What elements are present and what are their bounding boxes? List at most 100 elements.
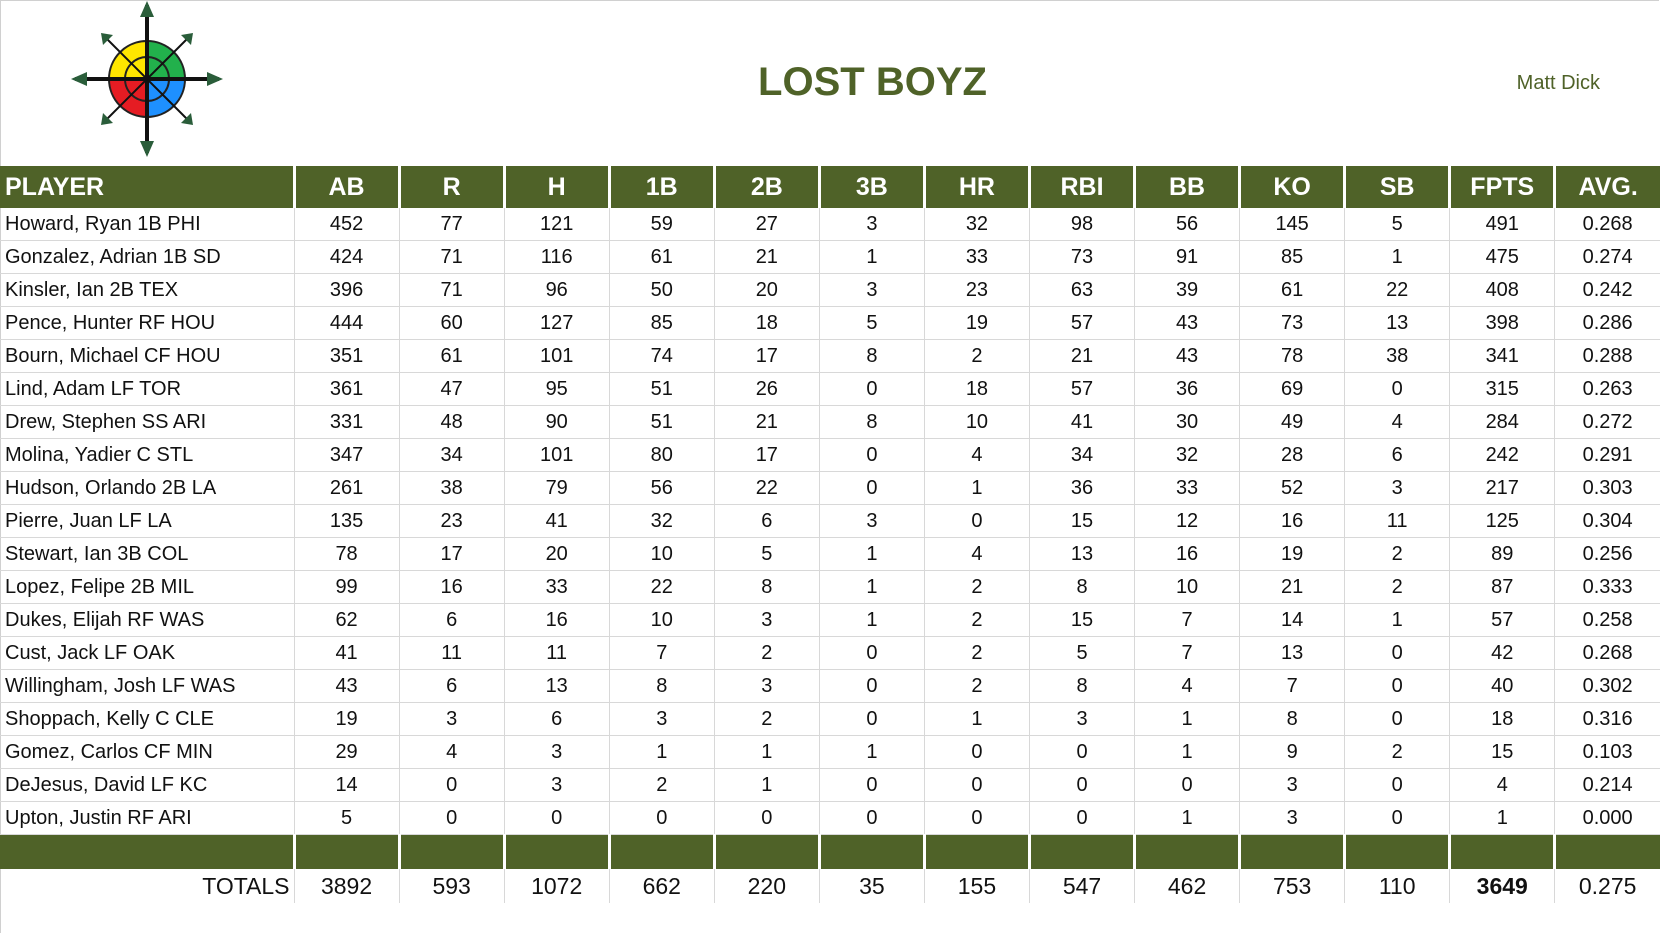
stat-cell: 4 [923,438,1030,472]
stat-cell: 6 [1344,438,1450,472]
stat-cell: 59 [608,208,715,241]
stat-cell: 16 [398,570,505,604]
stat-cell: 6 [503,702,610,736]
stat-cell: 145 [1239,208,1345,241]
column-header: H [502,166,610,208]
column-header: SB [1343,166,1450,208]
stat-cell: 20 [713,273,820,307]
player-name: Gonzalez, Adrian 1B SD [0,240,295,274]
stat-cell: 5 [713,537,820,571]
stat-cell: 28 [1239,438,1345,472]
player-row: Kinsler, Ian 2B TEX 396 71 96 50 20 3 23 63 39 61 2… [0,273,1660,307]
stat-cell: 23 [398,504,505,538]
stat-cell: 4 [1134,669,1240,703]
stat-cell: 347 [293,438,400,472]
stat-cell: 2 [923,339,1030,373]
stat-cell: 0.000 [1554,801,1660,835]
player-name: Drew, Stephen SS ARI [0,405,295,439]
player-row: Willingham, Josh LF WAS 43 6 13 8 3 0 2 8 4 7 0 40 0.… [0,669,1660,703]
stat-cell: 57 [1028,372,1135,406]
stat-cell: 0 [818,372,925,406]
total-cell: 3892 [293,869,400,903]
player-row: Stewart, Ian 3B COL 78 17 20 10 5 1 4 13 16 19 2 89 0… [0,537,1660,571]
column-header: FPTS [1448,166,1555,208]
stat-cell: 2 [1344,570,1450,604]
stat-cell: 1 [1344,603,1450,637]
stat-cell: 0.268 [1554,636,1660,670]
player-row: Lind, Adam LF TOR 361 47 95 51 26 0 18 57 36 69 0 31… [0,372,1660,406]
separator-cell [1448,834,1555,869]
stat-cell: 36 [1028,471,1135,505]
stat-cell: 0 [818,669,925,703]
stat-cell: 16 [503,603,610,637]
stat-cell: 8 [1028,570,1135,604]
stat-cell: 2 [923,603,1030,637]
stat-cell: 8 [1239,702,1345,736]
stat-cell: 22 [608,570,715,604]
logo [71,1,223,157]
stat-cell: 0.274 [1554,240,1660,274]
total-cell: 753 [1239,869,1345,903]
stat-cell: 19 [1239,537,1345,571]
stat-cell: 475 [1449,240,1555,274]
stat-cell: 51 [608,405,715,439]
stat-cell: 2 [713,636,820,670]
stat-cell: 32 [1134,438,1240,472]
stat-cell: 11 [503,636,610,670]
player-row: Shoppach, Kelly C CLE 19 3 6 3 2 0 1 3 1 8 0 18 0.316 [0,702,1660,736]
stat-cell: 0 [398,801,505,835]
stat-cell: 13 [1028,537,1135,571]
stat-cell: 0 [818,471,925,505]
separator-cell [1553,834,1660,869]
stat-cell: 3 [1344,471,1450,505]
stat-cell: 6 [398,603,505,637]
player-row: Howard, Ryan 1B PHI 452 77 121 59 27 3 32 98 56 14… [0,208,1660,241]
stat-cell: 0 [398,768,505,802]
player-name: Dukes, Elijah RF WAS [0,603,295,637]
stat-cell: 30 [1134,405,1240,439]
stat-cell: 3 [503,768,610,802]
player-name: Bourn, Michael CF HOU [0,339,295,373]
stat-cell: 0.291 [1554,438,1660,472]
stat-cell: 0.256 [1554,537,1660,571]
column-header: BB [1133,166,1240,208]
stat-cell: 47 [398,372,505,406]
stat-cell: 0.304 [1554,504,1660,538]
player-row: Molina, Yadier C STL 347 34 101 80 17 0 4 34 32 28… [0,438,1660,472]
stat-cell: 2 [713,702,820,736]
player-row: Pence, Hunter RF HOU 444 60 127 85 18 5 19 57 43 7… [0,306,1660,340]
stat-cell: 11 [1344,504,1450,538]
stat-cell: 10 [1134,570,1240,604]
player-row: DeJesus, David LF KC 14 0 3 2 1 0 0 0 0 3 0 4 0.214 [0,768,1660,802]
stat-cell: 0 [503,801,610,835]
stat-cell: 89 [1449,537,1555,571]
stat-cell: 0 [608,801,715,835]
stat-cell: 73 [1239,306,1345,340]
stat-cell: 32 [923,208,1030,241]
stat-cell: 6 [398,669,505,703]
player-row: Hudson, Orlando 2B LA 261 38 79 56 22 0 1 36 33 52… [0,471,1660,505]
separator-cell [0,834,295,869]
stat-cell: 21 [713,240,820,274]
totals-label: TOTALS [202,872,290,899]
separator-cell [1133,834,1240,869]
player-row: Upton, Justin RF ARI 5 0 0 0 0 0 0 0 1 3 0 1 0.000 [0,801,1660,835]
total-cell: 110 [1344,869,1450,903]
stat-cell: 69 [1239,372,1345,406]
stat-cell: 127 [503,306,610,340]
stat-cell: 90 [503,405,610,439]
stat-cell: 315 [1449,372,1555,406]
stat-cell: 444 [293,306,400,340]
stat-cell: 77 [398,208,505,241]
stat-cell: 80 [608,438,715,472]
stat-cell: 14 [293,768,400,802]
stat-cell: 61 [398,339,505,373]
stat-cell: 2 [923,669,1030,703]
column-header: KO [1238,166,1345,208]
stat-cell: 217 [1449,471,1555,505]
stat-cell: 13 [1344,306,1450,340]
stat-cell: 284 [1449,405,1555,439]
stats-table: PLAYER AB R H 1B 2B 3B HR RBI BB KO SB FPTS AVG. Howar… [0,166,1660,903]
stat-cell: 8 [608,669,715,703]
stat-cell: 15 [1028,504,1135,538]
